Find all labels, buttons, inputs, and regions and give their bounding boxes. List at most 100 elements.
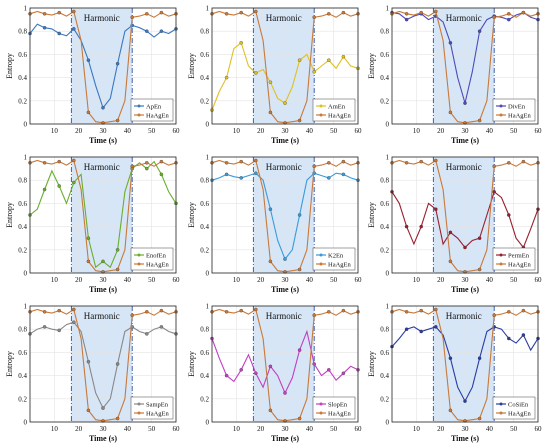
data-point-sampen [115,362,120,366]
data-point-haagen [72,307,76,312]
harmonic-label: Harmonic [84,162,120,172]
data-point-haagen [327,310,331,314]
data-point-haagen [130,164,134,169]
legend-entry: HaAgEn [328,411,351,418]
chart-panel-slopen: Harmonic 10 20 30 40 50 60 0 0.2 0.4 0.6 0.8 1 Time (… [187,303,362,444]
data-point-sampen [159,325,164,329]
x-tick-label: 50 [510,127,518,135]
x-tick-label: 30 [100,276,108,284]
data-point-haagen [159,159,164,164]
y-tick-label: 0 [206,121,210,129]
legend-marker [137,262,141,266]
x-tick-label: 60 [535,276,543,284]
data-point-apen [86,58,91,62]
data-point-amen [297,58,302,62]
y-tick-label: 0 [24,270,28,278]
x-tick-label: 40 [486,425,494,433]
y-tick-label: 0.2 [380,395,389,403]
x-tick-label: 10 [413,276,421,284]
data-point-cosien [463,399,467,403]
data-point-haagen [492,15,496,20]
legend: CoSiEn HaAgEn [492,396,536,420]
chart-panel-k2en: Harmonic 10 20 30 40 50 60 0 0.2 0.4 0.6 0.8 1 Time (… [187,154,362,295]
x-axis-label: Time (s) [271,434,299,443]
data-point-haagen [404,310,409,314]
x-tick-label: 30 [100,425,108,433]
y-tick-label: 0.4 [380,223,389,231]
legend-entry: DivEn [508,104,526,111]
x-tick-label: 20 [75,276,83,284]
harmonic-label: Harmonic [266,162,302,172]
y-axis-label: Entropy [5,202,14,228]
data-point-diven [477,29,482,33]
data-point-permen [448,230,453,235]
axes-frame [29,305,177,423]
harmonic-band [253,157,315,273]
x-tick-label: 20 [257,127,265,135]
x-tick-label: 40 [124,276,132,284]
x-tick-label: 20 [437,425,445,433]
legend-entry: HaAgEn [146,411,169,418]
data-point-enofen [57,184,61,188]
data-point-slopen [283,391,287,395]
y-tick-label: 0.6 [200,200,209,208]
data-point-haagen [297,118,302,123]
chart-panel-apen: Harmonic 10 20 30 40 50 60 0 0.2 0.4 0.6 0.8 1 Time (… [5,5,180,146]
legend-marker [319,113,323,117]
x-tick-label: 10 [233,276,241,284]
data-point-amen [224,75,229,80]
data-point-k2en [239,176,243,180]
data-point-haagen [86,408,91,413]
data-point-haagen [254,9,258,14]
data-point-haagen [327,12,331,16]
legend-entry: CoSiEn [508,402,529,409]
legend-marker [499,253,503,257]
legend-marker [499,411,503,415]
y-tick-label: 0 [386,121,390,129]
data-point-haagen [477,267,482,272]
data-point-haagen [312,164,316,169]
data-point-diven [404,17,409,22]
legend: EnofEn HaAgEn [130,247,174,271]
harmonic-band [253,306,315,422]
data-point-enofen [145,166,149,171]
y-tick-label: 0.8 [200,28,209,36]
x-tick-label: 30 [462,276,470,284]
data-point-apen [101,106,105,110]
y-tick-label: 0.6 [18,51,27,59]
data-point-k2en [327,176,331,180]
data-point-haagen [312,313,316,318]
data-point-haagen [268,110,273,115]
y-axis-label: Entropy [187,202,196,228]
y-tick-label: 0.6 [380,349,389,357]
data-point-haagen [448,110,453,115]
y-tick-label: 1 [386,154,390,162]
x-tick-label: 40 [486,127,494,135]
x-tick-label: 50 [148,425,156,433]
legend-entry: HaAgEn [508,113,531,120]
data-point-haagen [130,313,134,318]
y-tick-label: 0.8 [380,326,389,334]
x-tick-label: 50 [330,425,338,433]
y-tick-label: 0 [206,419,210,427]
harmonic-label: Harmonic [84,311,120,321]
y-tick-label: 0.2 [200,246,209,254]
data-point-haagen [492,313,496,318]
harmonic-band [433,8,495,124]
data-point-haagen [404,12,409,16]
data-point-sampen [72,320,76,324]
data-point-slopen [268,364,273,369]
y-tick-label: 0.8 [18,326,27,334]
data-point-slopen [327,368,331,372]
x-tick-label: 40 [124,127,132,135]
legend-entry: HaAgEn [508,411,531,418]
y-tick-label: 1 [206,154,210,162]
data-point-haagen [239,308,243,313]
legend-marker [137,402,141,406]
y-tick-label: 1 [24,303,28,311]
x-axis-label: Time (s) [89,136,117,145]
data-point-amen [283,101,287,105]
data-point-slopen [239,368,243,372]
data-point-haagen [159,308,164,313]
data-point-cosien [448,356,453,360]
